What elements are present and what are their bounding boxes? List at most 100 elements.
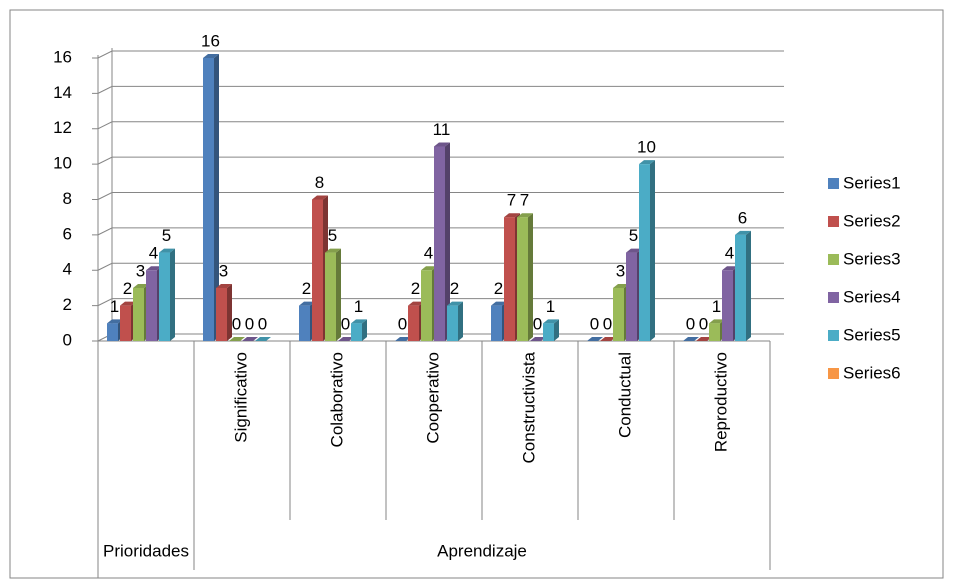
value-label: 1: [354, 297, 363, 316]
x-tick-label: Significativo: [231, 352, 250, 443]
bar-top: [242, 337, 258, 341]
value-label: 8: [315, 173, 324, 192]
value-label: 2: [450, 279, 459, 298]
value-label: 0: [603, 314, 612, 333]
value-label: 11: [433, 120, 451, 139]
value-label: 0: [232, 314, 241, 333]
bar-top: [735, 230, 751, 235]
bar: [312, 199, 323, 341]
value-label: 3: [616, 261, 625, 280]
value-label: 2: [494, 279, 503, 298]
y-tick-label: 6: [63, 224, 72, 243]
legend-swatch: [828, 330, 839, 341]
value-label: 0: [533, 314, 542, 333]
legend-swatch: [828, 368, 839, 379]
bar: [133, 287, 144, 341]
value-label: 2: [411, 279, 420, 298]
value-label: 1: [712, 297, 721, 316]
bar-top: [229, 337, 245, 341]
bar: [216, 287, 227, 341]
legend-label: Series1: [843, 173, 901, 192]
value-label: 4: [424, 244, 433, 263]
y-tick-label: 16: [53, 47, 72, 66]
bar: [325, 252, 336, 341]
value-label: 2: [123, 279, 132, 298]
legend-swatch: [828, 216, 839, 227]
bar-top: [312, 195, 328, 200]
bar: [543, 323, 554, 341]
bar-top: [299, 301, 315, 306]
value-label: 3: [136, 261, 145, 280]
x-tick-label: Cooperativo: [423, 352, 442, 444]
legend-label: Series3: [843, 249, 901, 268]
bar-top: [543, 319, 559, 324]
x-tick-label: Reproductivo: [711, 352, 730, 452]
bar-top: [159, 248, 175, 253]
bar: [203, 58, 214, 341]
bar-side: [170, 248, 175, 341]
bar-top: [504, 213, 520, 218]
bar-top: [447, 301, 463, 306]
bar-top: [683, 337, 699, 341]
bar-top: [408, 301, 424, 306]
bar: [491, 305, 502, 341]
bar-top: [325, 248, 341, 253]
group-label: Aprendizaje: [437, 541, 527, 560]
bar-top: [255, 337, 271, 341]
bar-top: [338, 337, 354, 341]
bar: [613, 287, 624, 341]
value-label: 1: [110, 297, 119, 316]
value-label: 7: [507, 191, 516, 210]
legend-label: Series6: [843, 363, 901, 382]
value-label: 7: [520, 191, 529, 210]
bar: [722, 270, 733, 341]
bar: [639, 164, 650, 341]
value-label: 5: [162, 226, 171, 245]
value-label: 0: [245, 314, 254, 333]
bar: [120, 305, 131, 341]
x-tick-label: Constructivista: [519, 351, 538, 463]
bar-top: [530, 337, 546, 341]
bar-top: [722, 266, 738, 271]
bar-side: [746, 230, 751, 341]
group-label: Prioridades: [103, 541, 189, 560]
bar-top: [639, 160, 655, 165]
bar-top: [421, 266, 437, 271]
value-label: 0: [258, 314, 267, 333]
value-label: 0: [341, 314, 350, 333]
legend-label: Series2: [843, 211, 901, 230]
bar-top: [613, 283, 629, 288]
legend-swatch: [828, 254, 839, 265]
y-tick-label: 8: [63, 189, 72, 208]
bar-side: [445, 142, 450, 341]
bar-top: [120, 301, 136, 306]
bar-top: [600, 337, 616, 341]
bar-top: [626, 248, 642, 253]
bar-side: [227, 283, 232, 341]
bar: [159, 252, 170, 341]
x-tick-label: Colaborativo: [327, 352, 346, 447]
bar: [626, 252, 637, 341]
bar: [408, 305, 419, 341]
bar: [421, 270, 432, 341]
y-tick-label: 14: [53, 83, 72, 102]
bar: [299, 305, 310, 341]
bar: [146, 270, 157, 341]
bar-top: [395, 337, 411, 341]
bar: [351, 323, 362, 341]
bar-top: [203, 54, 219, 58]
bar-top: [216, 283, 232, 288]
bar-top: [517, 213, 533, 218]
bar-side: [650, 160, 655, 341]
value-label: 0: [590, 314, 599, 333]
value-label: 10: [637, 138, 656, 157]
bar-side: [362, 319, 367, 341]
y-tick-label: 12: [53, 118, 72, 137]
value-label: 0: [699, 314, 708, 333]
bar-top: [133, 283, 149, 288]
bar: [107, 323, 118, 341]
bar-top: [351, 319, 367, 324]
legend-swatch: [828, 178, 839, 189]
bar-side: [528, 213, 533, 341]
